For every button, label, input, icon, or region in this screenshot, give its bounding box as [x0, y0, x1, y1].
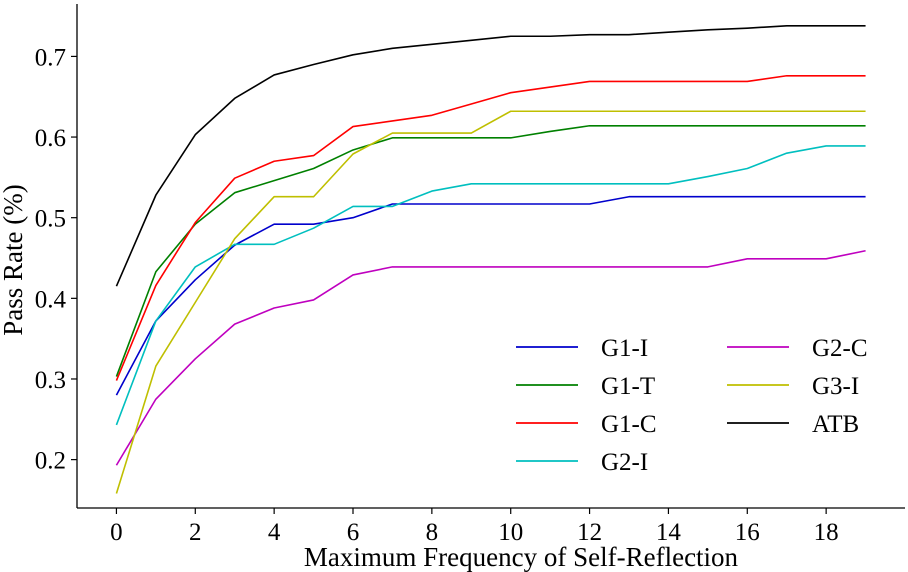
x-tick-label: 8: [426, 519, 439, 546]
legend-label-g1-t: G1-T: [601, 373, 655, 400]
y-tick-label: 0.5: [35, 206, 66, 233]
legend-label-atb: ATB: [812, 411, 859, 438]
x-ticks: 0 2 4 6 8 10 12 14 16 18: [110, 508, 839, 546]
y-tick-label: 0.7: [35, 44, 66, 71]
legend-label-g2-c: G2-C: [812, 335, 868, 362]
x-tick-label: 16: [735, 519, 760, 546]
series-line-g2-c: [115, 249, 866, 466]
legend-label-g3-i: G3-I: [812, 373, 859, 400]
series-line-g3-i: [115, 110, 866, 494]
series-line-g1-i: [115, 195, 866, 396]
y-tick-label: 0.6: [35, 125, 66, 152]
series-line-atb: [115, 24, 866, 287]
x-tick-label: 14: [656, 519, 682, 546]
x-tick-label: 4: [268, 519, 281, 546]
series-line-g1-c: [115, 74, 866, 381]
y-tick-label: 0.3: [35, 367, 66, 394]
x-tick-label: 12: [577, 519, 602, 546]
x-tick-label: 0: [110, 519, 123, 546]
x-tick-label: 10: [498, 519, 523, 546]
y-ticks: 0.2 0.3 0.4 0.5 0.6 0.7: [35, 44, 77, 475]
series-line-g2-i: [115, 145, 866, 426]
legend-label-g1-c: G1-C: [601, 411, 657, 438]
x-tick-label: 18: [814, 519, 839, 546]
x-tick-label: 2: [189, 519, 202, 546]
plot-lines: [115, 24, 866, 494]
legend: G1-I G1-T G1-C G2-I G2-C G3-I ATB: [516, 335, 868, 476]
y-axis-title: Pass Rate (%): [0, 184, 28, 335]
x-axis-title: Maximum Frequency of Self-Reflection: [304, 542, 739, 572]
x-tick-label: 6: [347, 519, 360, 546]
legend-label-g1-i: G1-I: [601, 335, 648, 362]
y-tick-label: 0.2: [35, 448, 66, 475]
y-tick-label: 0.4: [35, 286, 67, 313]
legend-label-g2-i: G2-I: [601, 449, 648, 476]
series-line-g1-t: [115, 124, 866, 377]
